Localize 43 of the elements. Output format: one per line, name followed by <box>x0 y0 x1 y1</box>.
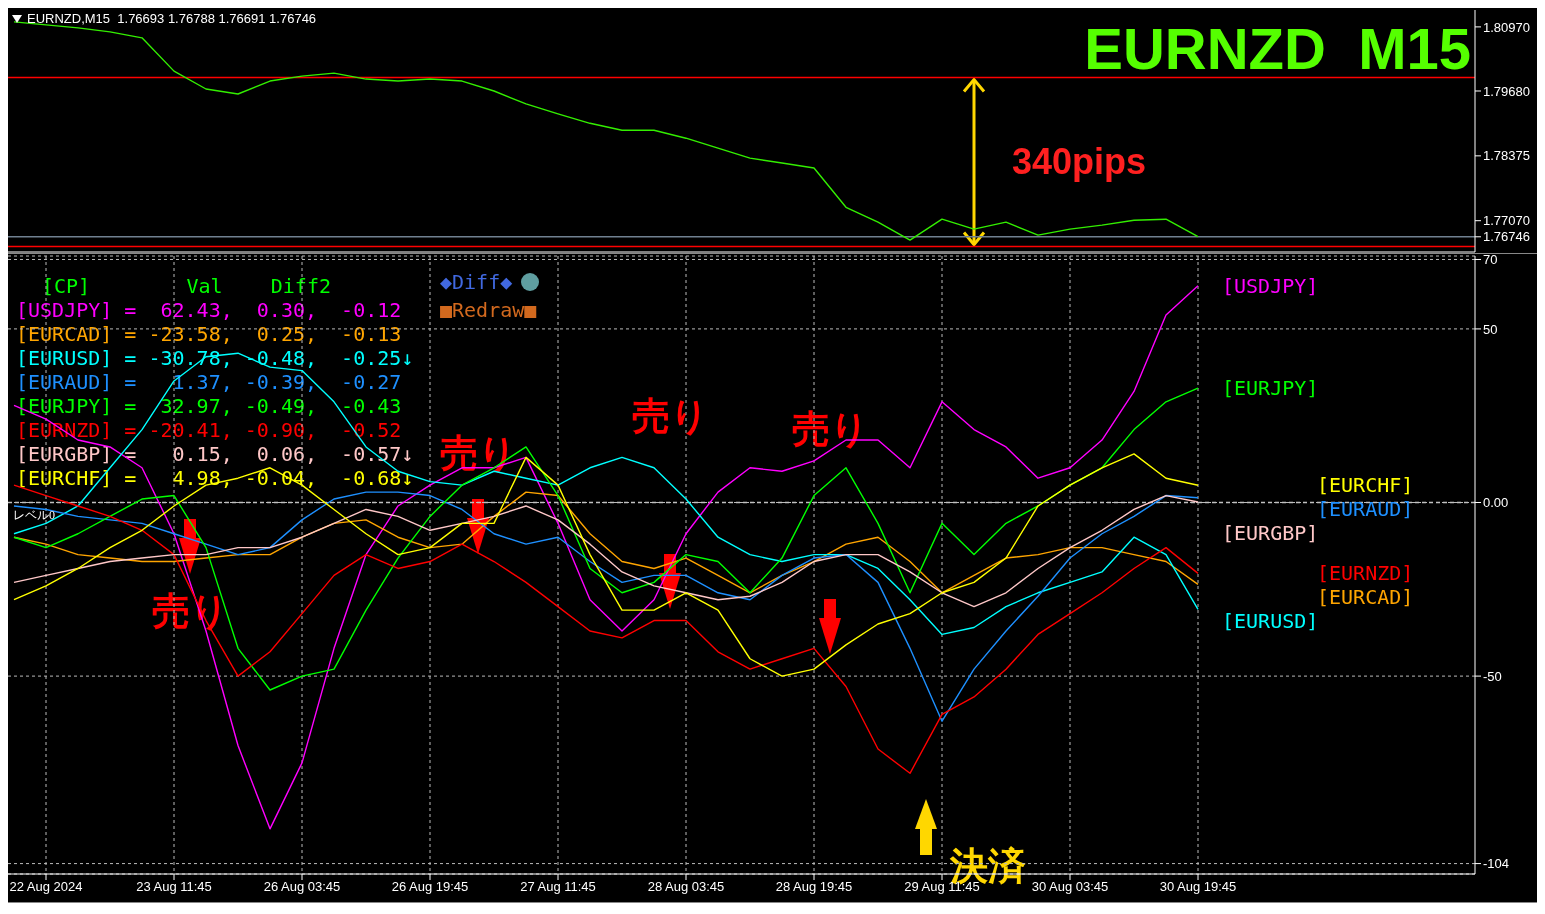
x-tick-label: 26 Aug 19:45 <box>391 879 469 895</box>
y-tick-label: 1.80970 <box>1483 19 1530 35</box>
annotation: 売り <box>631 395 709 437</box>
series-label: [USDJPY] <box>1222 272 1319 299</box>
x-tick-label: 22 Aug 2024 <box>9 879 83 895</box>
line-series <box>13 352 1199 636</box>
x-tick-label: 30 Aug 03:45 <box>1031 879 1109 895</box>
text: [EURCHF] <box>1317 472 1414 499</box>
y-tick-label: -104 <box>1483 856 1510 872</box>
y-tick-label: 1.78375 <box>1483 148 1530 164</box>
annotation: 売り <box>439 432 517 474</box>
annotation: [USDJPY] = 62.43, 0.30, -0.12 <box>16 298 403 322</box>
series-label: [EURJPY] <box>1222 375 1319 402</box>
annotation: ■Redraw■ <box>440 297 537 324</box>
x-tick-label: 23 Aug 11:45 <box>136 879 212 895</box>
text: [EURCAD] <box>1317 584 1414 611</box>
annotation: [CP] Val Diff2 <box>41 274 332 298</box>
annotation: 売り <box>791 408 869 450</box>
annotation: 340pips <box>1012 141 1147 183</box>
y-tick-label: -50 <box>1483 668 1502 684</box>
chart-subtitle: EURNZD,M15 1.76693 1.76788 1.76691 1.76746 <box>27 11 317 26</box>
ref-line-label: レベル0 <box>13 507 55 522</box>
y-tick-label: 1.76746 <box>1483 229 1530 245</box>
y-tick-label: 1.77070 <box>1483 213 1530 229</box>
annotation: ◆Diff◆ <box>440 269 513 296</box>
x-tick-label: 28 Aug 03:45 <box>647 879 725 895</box>
series-label: [EURUSD] <box>1222 608 1319 635</box>
text: [EURNZD] <box>1317 560 1414 587</box>
x-tick-label: 27 Aug 11:45 <box>520 879 596 895</box>
y-tick-label: 1.79680 <box>1483 83 1530 99</box>
x-tick-label: 28 Aug 19:45 <box>775 879 853 895</box>
annotation: [EURAUD] = 1.37, -0.39, -0.27 <box>16 370 403 394</box>
x-tick-label: 26 Aug 03:45 <box>263 879 341 895</box>
y-tick-label: 0.00 <box>1483 495 1509 511</box>
annotation: [EURCAD] = -23.58, 0.25, -0.13 <box>16 322 403 346</box>
text: [EURAUD] <box>1317 496 1414 523</box>
annotation: [EURJPY] = 32.97, -0.49, -0.43 <box>16 394 403 418</box>
chart-title: EURNZD M15 <box>1084 16 1471 82</box>
line-series <box>13 491 1199 722</box>
y-tick-label: 70 <box>1483 252 1498 268</box>
x-tick-label: 30 Aug 19:45 <box>1159 879 1237 895</box>
y-tick-label: 50 <box>1483 321 1498 337</box>
series-label: [EURGBP] <box>1222 520 1319 547</box>
